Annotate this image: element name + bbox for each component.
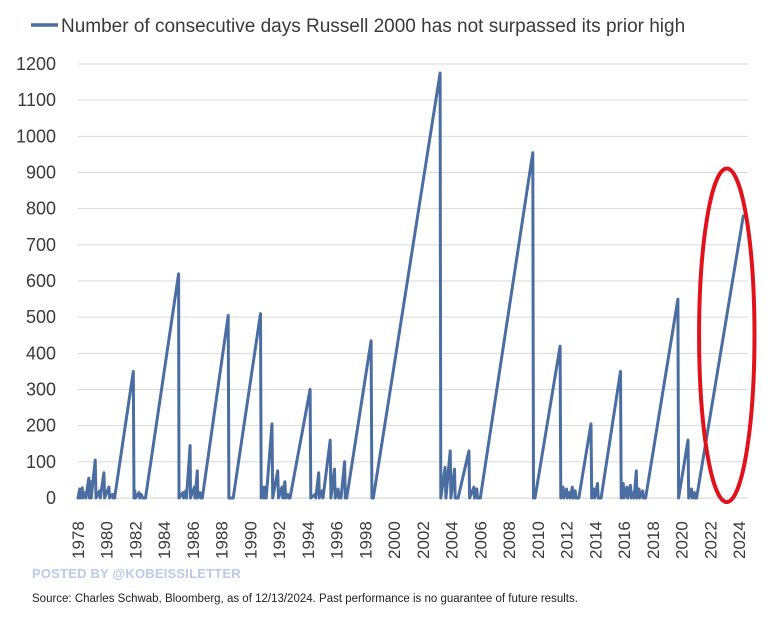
y-tick-label: 0 <box>46 488 56 508</box>
y-tick-label: 100 <box>26 452 56 472</box>
x-tick-label: 2002 <box>414 521 433 559</box>
highlight-ellipse <box>697 166 757 504</box>
source-note: Source: Charles Schwab, Bloomberg, as of… <box>32 593 578 605</box>
x-tick-label: 2006 <box>471 521 490 559</box>
x-axis-ticks: 1978 1980 1982 1984 1986 1988 1990 1992 1994 1996… <box>69 521 749 559</box>
y-tick-label: 300 <box>26 380 56 400</box>
x-tick-label: 2004 <box>443 521 462 559</box>
x-tick-label: 2010 <box>529 521 548 559</box>
x-tick-label: 1994 <box>299 521 318 559</box>
y-tick-label: 700 <box>26 235 56 255</box>
x-tick-label: 2012 <box>558 521 577 559</box>
series-line <box>76 71 745 500</box>
legend-label: Number of consecutive days Russell 2000 … <box>61 16 685 37</box>
x-tick-label: 2014 <box>586 521 605 559</box>
x-tick-label: 1982 <box>126 521 145 559</box>
legend: Number of consecutive days Russell 2000 … <box>31 16 685 37</box>
x-tick-label: 1996 <box>328 521 347 559</box>
y-tick-label: 1200 <box>16 54 56 74</box>
x-tick-label: 1988 <box>213 521 232 559</box>
y-tick-label: 1100 <box>17 90 56 110</box>
x-tick-label: 2020 <box>673 521 692 559</box>
x-tick-label: 1984 <box>155 521 174 559</box>
y-tick-label: 900 <box>26 163 56 183</box>
y-tick-label: 800 <box>26 199 56 219</box>
x-tick-label: 1980 <box>98 521 117 559</box>
y-tick-label: 500 <box>26 307 56 327</box>
x-tick-label: 2022 <box>701 521 720 559</box>
x-tick-label: 1992 <box>270 521 289 559</box>
watermark: POSTED BY @KOBEISSILETTER <box>32 566 241 581</box>
x-tick-label: 2016 <box>615 521 634 559</box>
x-tick-label: 1990 <box>241 521 260 559</box>
y-tick-label: 400 <box>26 343 56 363</box>
y-axis-ticks: 0 100 200 300 400 500 600 700 800 900 1000 1100 1200 <box>16 54 56 508</box>
y-tick-label: 200 <box>26 416 56 436</box>
x-tick-label: 2008 <box>500 521 519 559</box>
y-tick-label: 600 <box>26 271 56 291</box>
x-tick-label: 2000 <box>385 521 404 559</box>
grid-lines <box>78 63 748 463</box>
x-tick-label: 1986 <box>184 521 203 559</box>
x-tick-label: 2018 <box>644 521 663 559</box>
x-tick-label: 1978 <box>69 521 88 559</box>
x-tick-label: 1998 <box>356 521 375 559</box>
x-tick-label: 2024 <box>730 521 749 559</box>
y-tick-label: 1000 <box>16 126 56 146</box>
